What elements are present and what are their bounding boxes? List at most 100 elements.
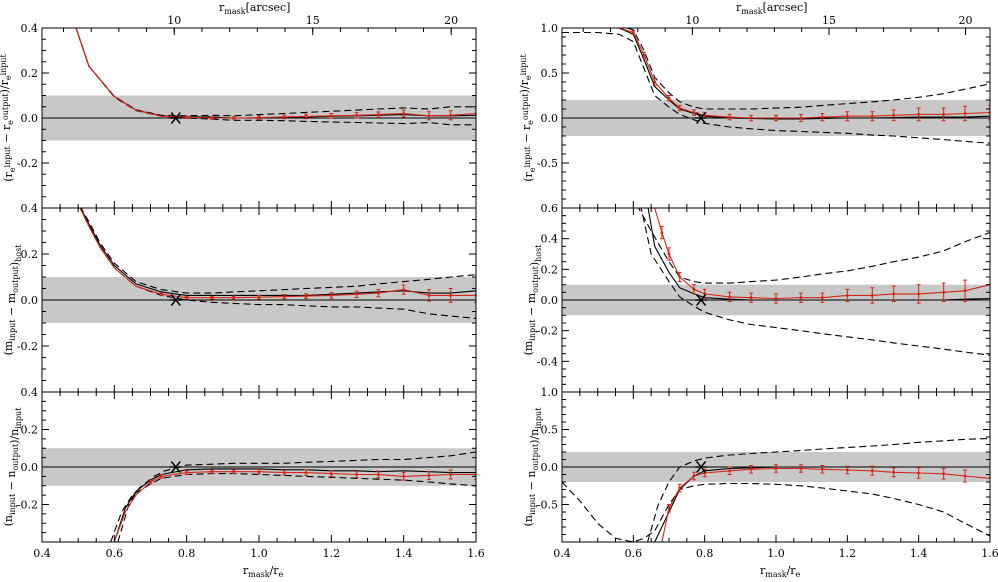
label-text: [arcsec]: [763, 1, 808, 14]
data-point: [942, 113, 946, 116]
label-text: r: [760, 564, 766, 577]
x-axis-label: rmask/re: [243, 564, 284, 578]
data-point: [845, 294, 849, 297]
panel-right-bot: 1.00.50.0-0.5(ninput − noutput)/ninput: [522, 386, 991, 543]
data-point: [820, 296, 824, 300]
y-tick-label: -0.4: [537, 355, 558, 368]
data-point: [749, 467, 753, 471]
label-text: r: [219, 1, 225, 14]
x-tick-label: 1.6: [981, 547, 998, 560]
data-point: [376, 473, 380, 476]
series-line-dashed-black: [640, 208, 990, 356]
label-sub: e: [8, 167, 17, 172]
data-point: [963, 474, 967, 478]
data-point: [376, 291, 380, 295]
data-point: [845, 114, 849, 118]
label-text: (r: [522, 171, 535, 181]
y-tick-label: 0.2: [21, 67, 39, 80]
series-line-red: [612, 28, 990, 119]
x-tick-label: 1.0: [250, 547, 268, 560]
y-tick-label: 0.0: [541, 112, 559, 125]
data-point: [304, 115, 308, 118]
data-point: [329, 472, 333, 475]
x-tick-label: 0.6: [106, 547, 124, 560]
data-point: [678, 106, 682, 110]
label-sub: host: [14, 244, 23, 262]
series-line-solid-black: [612, 28, 990, 120]
label-sub: mask: [741, 7, 762, 16]
data-point: [667, 96, 671, 100]
data-point: [692, 111, 696, 114]
y-axis-label: (reinput − reoutput)/reinput: [0, 53, 17, 181]
top-tick-label: 15: [822, 14, 836, 27]
label-text: )/r: [518, 79, 531, 93]
label-text: )/n: [528, 429, 541, 444]
data-point: [728, 115, 732, 119]
label-text: − n: [5, 471, 18, 494]
top-tick-label: 10: [167, 14, 181, 27]
panel-right-mid: 0.6 0.4 0.2 0.0 -0.2 -0.4(minput − moutput)ho…: [522, 202, 991, 393]
top-tick-label: 20: [959, 14, 973, 27]
label-text: /r: [270, 564, 280, 577]
y-tick-label: 0.2: [21, 248, 39, 261]
y-tick-label: 0.2: [21, 424, 39, 437]
data-point: [149, 480, 152, 484]
marker-asterisk: [695, 112, 708, 124]
data-point: [774, 467, 778, 470]
data-point: [692, 474, 696, 478]
label-sub: e: [6, 120, 15, 125]
data-point: [185, 471, 189, 475]
y-tick-label: -0.5: [537, 499, 558, 512]
y-tick-label: 0.0: [541, 294, 559, 307]
x-tick-label: 0.8: [178, 547, 196, 560]
label-text: − r: [520, 124, 533, 146]
label-text: /r: [787, 564, 797, 577]
label-text: − r: [0, 124, 13, 146]
series-line-solid-black: [647, 208, 990, 301]
label-text: )/r: [0, 79, 11, 93]
label-text: r: [736, 1, 742, 14]
label-sup: input: [523, 146, 532, 168]
top-tick-label: 15: [306, 14, 320, 27]
marker-asterisk: [169, 112, 182, 124]
y-axis-label: (ninput − noutput)/ninput: [522, 407, 543, 527]
data-point: [210, 116, 214, 120]
y-tick-label: -0.5: [537, 157, 558, 170]
series-group: [562, 28, 990, 144]
label-sub: input: [528, 493, 537, 515]
asterisk-stroke: [170, 461, 181, 473]
y-tick-label: -0.2: [537, 325, 558, 338]
label-text: − m: [525, 292, 538, 319]
data-point: [210, 470, 214, 474]
series-line-dashed-black: [562, 31, 990, 144]
data-point: [449, 294, 453, 297]
series-line-dashed-black: [80, 208, 476, 294]
data-point: [774, 297, 778, 300]
series-line-dashed-black: [623, 28, 990, 110]
data-point: [329, 294, 333, 297]
label-sub: mask: [765, 570, 786, 578]
y-axis-label: (minput − moutput)host: [2, 244, 23, 356]
data-point: [667, 506, 671, 510]
y-tick-label: 0.5: [541, 424, 559, 437]
data-point: [355, 292, 359, 296]
panel-left-bot: 0.40.20.0-0.2(ninput − noutput)/ninput: [2, 386, 477, 543]
data-point: [870, 294, 874, 297]
x-axis-label: rmask/re: [760, 564, 801, 578]
label-text: (m: [522, 340, 535, 355]
y-tick-label: 0.2: [541, 263, 559, 276]
y-tick-label: 0.6: [541, 202, 559, 215]
data-point: [210, 296, 214, 300]
data-point: [304, 294, 308, 298]
data-point: [304, 471, 308, 475]
x-tick-label: 1.2: [323, 547, 341, 560]
data-point: [692, 287, 696, 291]
data-point: [728, 469, 732, 473]
series-line-dashed-black: [637, 208, 990, 284]
data-point: [427, 114, 431, 118]
data-point: [185, 296, 189, 300]
label-text: (r: [2, 171, 15, 181]
data-point: [355, 473, 359, 476]
